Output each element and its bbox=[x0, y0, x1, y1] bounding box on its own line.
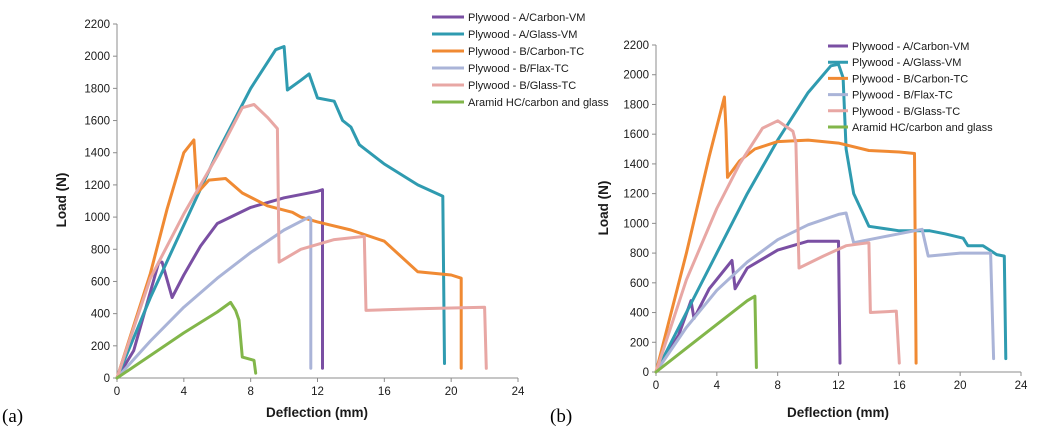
y-tick-label: 2200 bbox=[623, 40, 649, 52]
series-line-aramid-hc-carbon-and-glass bbox=[115, 300, 258, 380]
y-tick-label: 800 bbox=[91, 244, 110, 256]
x-tick-label: 16 bbox=[893, 380, 906, 392]
x-tick-label: 24 bbox=[512, 386, 525, 398]
series-line-plywood-a-glass-vm bbox=[654, 62, 1008, 374]
y-tick-label: 600 bbox=[630, 278, 649, 290]
series-line-plywood-b-carbon-tc bbox=[115, 138, 463, 380]
legend-entry-label: Plywood - A/Carbon-VM bbox=[852, 41, 969, 53]
x-tick-label: 0 bbox=[653, 380, 659, 392]
legend-entry-label: Plywood - B/Glass-TC bbox=[468, 80, 576, 92]
x-tick-label: 20 bbox=[445, 386, 458, 398]
x-axis-title: Deflection (mm) bbox=[787, 405, 889, 420]
legend-entry-label: Plywood - B/Carbon-TC bbox=[852, 73, 968, 85]
panel-label-b: (b) bbox=[550, 406, 572, 427]
legend: Plywood - A/Carbon-VM Plywood - A/Glass-V… bbox=[828, 41, 993, 134]
panel-label-a: (a) bbox=[2, 406, 23, 427]
legend-entry-label: Plywood - B/Flax-TC bbox=[852, 90, 953, 102]
y-axis-title: Load (N) bbox=[596, 181, 611, 236]
y-tick-label: 0 bbox=[643, 367, 649, 379]
x-axis-title: Deflection (mm) bbox=[266, 405, 368, 420]
y-axis-title: Load (N) bbox=[54, 173, 69, 228]
x-tick-label: 4 bbox=[181, 386, 188, 398]
x-tick-label: 0 bbox=[114, 386, 120, 398]
y-tick-label: 1000 bbox=[84, 212, 110, 224]
chart-panel-a: 0200400600800100012001400160018002000220… bbox=[54, 12, 609, 420]
y-tick-label: 1800 bbox=[623, 99, 649, 111]
legend: Plywood - A/Carbon-VM Plywood - A/Glass-V… bbox=[432, 12, 609, 109]
x-tick-label: 12 bbox=[311, 386, 324, 398]
y-tick-label: 400 bbox=[630, 308, 649, 320]
x-tick-label: 24 bbox=[1015, 380, 1028, 392]
y-tick-label: 2000 bbox=[623, 70, 649, 82]
y-tick-label: 1800 bbox=[84, 83, 110, 95]
series-line-plywood-b-flax-tc bbox=[654, 211, 996, 374]
y-tick-label: 1600 bbox=[84, 116, 110, 128]
legend-entry-label: Plywood - A/Glass-VM bbox=[852, 57, 961, 69]
x-tick-label: 8 bbox=[247, 386, 253, 398]
x-tick-label: 12 bbox=[832, 380, 845, 392]
y-tick-label: 0 bbox=[104, 373, 110, 385]
legend-entry-label: Aramid HC/carbon and glass bbox=[468, 97, 609, 109]
legend-entry-label: Plywood - B/Carbon-TC bbox=[468, 46, 584, 58]
series-line-plywood-b-carbon-tc bbox=[654, 95, 918, 374]
series-line-plywood-b-flax-tc bbox=[115, 215, 313, 380]
legend-entry-label: Aramid HC/carbon and glass bbox=[852, 122, 993, 134]
series-line-plywood-b-glass-tc bbox=[654, 119, 901, 374]
y-tick-label: 1600 bbox=[623, 129, 649, 141]
legend-entry-label: Plywood - A/Glass-VM bbox=[468, 29, 577, 41]
x-tick-label: 8 bbox=[774, 380, 780, 392]
chart-panel-b: 0200400600800100012001400160018002000220… bbox=[596, 40, 1028, 420]
y-tick-label: 600 bbox=[91, 276, 110, 288]
y-tick-label: 2200 bbox=[84, 19, 110, 31]
y-tick-label: 200 bbox=[630, 337, 649, 349]
legend-entry-label: Plywood - B/Flax-TC bbox=[468, 63, 569, 75]
y-tick-label: 1400 bbox=[84, 148, 110, 160]
legend-entry-label: Plywood - B/Glass-TC bbox=[852, 106, 960, 118]
series-line-aramid-hc-carbon-and-glass bbox=[654, 294, 758, 374]
y-tick-label: 1000 bbox=[623, 218, 649, 230]
y-tick-label: 1200 bbox=[84, 180, 110, 192]
y-tick-label: 800 bbox=[630, 248, 649, 260]
x-tick-label: 16 bbox=[378, 386, 391, 398]
y-tick-label: 1400 bbox=[623, 159, 649, 171]
legend-entry-label: Plywood - A/Carbon-VM bbox=[468, 12, 585, 24]
x-tick-label: 20 bbox=[954, 380, 967, 392]
x-tick-label: 4 bbox=[714, 380, 721, 392]
y-tick-label: 1200 bbox=[623, 189, 649, 201]
y-tick-label: 200 bbox=[91, 341, 110, 353]
y-tick-label: 400 bbox=[91, 309, 110, 321]
series-line-plywood-b-glass-tc bbox=[115, 103, 488, 380]
y-tick-label: 2000 bbox=[84, 51, 110, 63]
